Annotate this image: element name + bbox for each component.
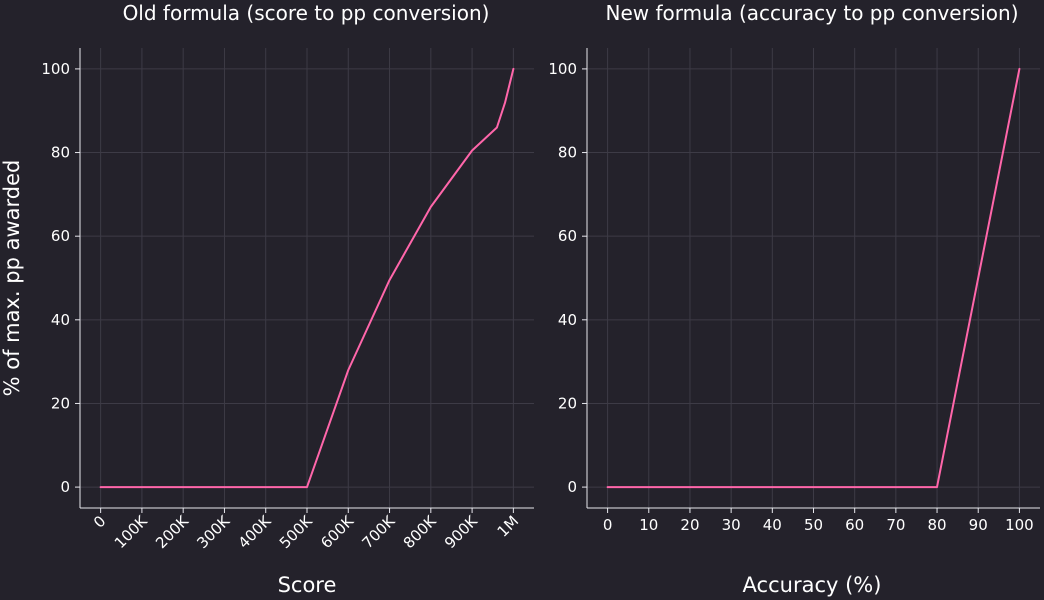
old-formula-y-tick-label: 20 <box>51 394 70 412</box>
old-formula-y-tick-label: 0 <box>60 478 70 496</box>
new-formula-y-tick-label: 100 <box>548 60 577 78</box>
new-formula-chart: New formula (accuracy to pp conversion) … <box>548 1 1040 597</box>
new-formula-chart-title: New formula (accuracy to pp conversion) <box>606 1 1019 25</box>
new-formula-y-tick-label: 80 <box>558 144 577 162</box>
old-formula-chart-title: Old formula (score to pp conversion) <box>123 1 490 25</box>
new-formula-x-tick-label: 60 <box>845 516 864 534</box>
new-formula-y-tick-label: 0 <box>567 478 577 496</box>
new-formula-x-tick-label: 90 <box>969 516 988 534</box>
old-formula-y-tick-label: 100 <box>41 60 70 78</box>
new-formula-x-tick-label: 80 <box>927 516 946 534</box>
new-formula-y-tick-label: 40 <box>558 311 577 329</box>
new-formula-y-tick-label: 20 <box>558 394 577 412</box>
old-formula-y-axis-label: % of max. pp awarded <box>0 160 24 397</box>
new-formula-series <box>606 67 1021 489</box>
new-formula-x-tick-label: 10 <box>639 516 658 534</box>
new-formula-series-line <box>606 67 1021 489</box>
old-formula-x-axis-label: Score <box>278 573 337 597</box>
new-formula-y-tick-label: 60 <box>558 227 577 245</box>
old-formula-y-tick-label: 80 <box>51 144 70 162</box>
old-formula-y-tick-label: 40 <box>51 311 70 329</box>
new-formula-x-tick-label: 50 <box>804 516 823 534</box>
new-formula-x-axis-label: Accuracy (%) <box>743 573 882 597</box>
new-formula-x-tick-label: 70 <box>886 516 905 534</box>
new-formula-ticks: 0 10 20 30 40 50 60 70 80 90 100 0 20 40 60 80 100 <box>548 60 1033 534</box>
new-formula-x-tick-label: 0 <box>603 516 613 534</box>
new-formula-x-tick-label: 40 <box>763 516 782 534</box>
new-formula-x-tick-label: 100 <box>1005 516 1034 534</box>
new-formula-x-tick-label: 30 <box>722 516 741 534</box>
old-formula-series <box>99 67 515 489</box>
old-formula-series-line <box>99 67 515 489</box>
old-formula-grid <box>80 48 534 508</box>
new-formula-x-tick-label: 20 <box>680 516 699 534</box>
old-formula-y-tick-label: 60 <box>51 227 70 245</box>
